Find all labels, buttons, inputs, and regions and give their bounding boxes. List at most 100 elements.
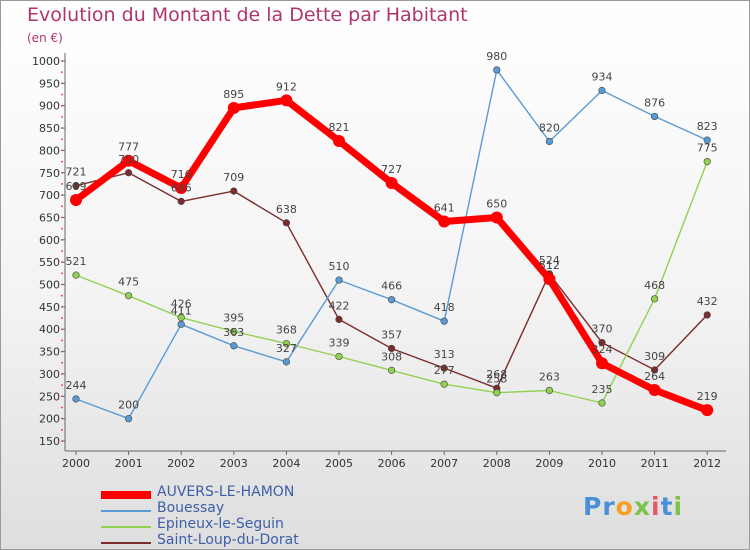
data-label: 313 (434, 348, 455, 361)
data-point (333, 135, 345, 148)
data-point (490, 211, 503, 224)
y-tick-label: 550 (39, 256, 60, 269)
data-label: 750 (118, 153, 139, 166)
chart-title: Evolution du Montant de la Dette par Hab… (27, 4, 468, 26)
data-label: 980 (486, 50, 507, 63)
data-label: 721 (66, 166, 87, 179)
data-point (388, 366, 396, 374)
data-point (122, 154, 135, 167)
data-label: 258 (486, 373, 507, 386)
y-tick-label: 250 (39, 390, 60, 403)
data-point (701, 404, 714, 417)
y-tick-label: 350 (39, 346, 60, 359)
data-label: 641 (434, 201, 455, 214)
data-label: 686 (171, 181, 192, 194)
data-label: 411 (171, 304, 192, 317)
legend-label: Bouessay (157, 500, 225, 516)
y-axis-minor-tick (61, 71, 63, 74)
data-label: 689 (66, 180, 87, 193)
data-label: 468 (644, 279, 665, 292)
data-label: 235 (592, 383, 613, 396)
x-tick-label: 2000 (62, 457, 90, 470)
data-label: 339 (329, 337, 350, 350)
data-label: 521 (66, 255, 87, 268)
data-label: 309 (644, 350, 665, 363)
legend-swatch (101, 542, 151, 544)
data-label: 524 (539, 254, 560, 267)
y-tick-label: 850 (39, 122, 60, 135)
data-point (703, 311, 711, 319)
data-label: 219 (697, 390, 718, 403)
proxiti-logo: Proxiti (583, 492, 684, 521)
data-point (177, 320, 185, 328)
x-tick-label: 2001 (115, 457, 143, 470)
x-tick-label: 2010 (588, 457, 616, 470)
y-tick-label: 750 (39, 167, 60, 180)
x-tick-label: 2003 (220, 457, 248, 470)
data-point (335, 352, 343, 361)
x-tick-label: 2011 (641, 457, 669, 470)
data-label: 510 (329, 260, 350, 273)
legend-swatch (101, 526, 151, 528)
y-axis-minor-tick (61, 272, 63, 275)
data-point (440, 380, 448, 388)
data-point (282, 219, 291, 227)
data-point (650, 112, 659, 121)
y-tick-label: 200 (39, 413, 60, 426)
data-point (335, 276, 343, 284)
data-point (388, 344, 396, 353)
legend-item: Epineux-le-Seguin (101, 516, 401, 533)
data-label: 363 (223, 326, 244, 339)
data-label: 308 (381, 350, 402, 363)
data-label: 823 (697, 120, 718, 133)
x-tick-label: 2009 (535, 457, 563, 470)
y-axis-minor-tick (61, 250, 63, 252)
legend-swatch (101, 510, 151, 512)
data-label: 368 (276, 324, 297, 337)
y-tick-label: 600 (39, 234, 60, 247)
y-tick-label: 650 (39, 211, 60, 224)
data-label: 895 (223, 88, 244, 101)
legend-label: Epineux-le-Seguin (157, 516, 284, 532)
y-axis-minor-tick (61, 160, 63, 163)
x-tick-label: 2006 (378, 457, 406, 470)
x-tick-label: 2008 (483, 457, 511, 470)
data-point (385, 177, 398, 190)
data-point (175, 181, 188, 194)
y-tick-label: 950 (39, 77, 60, 90)
y-axis-minor-tick (61, 294, 63, 297)
legend-item: AUVERS-LE-HAMON (101, 484, 401, 501)
data-point (230, 327, 238, 336)
y-axis-minor-tick (61, 428, 63, 431)
data-point (598, 86, 606, 95)
x-tick-label: 2004 (272, 457, 300, 470)
data-point (124, 415, 133, 423)
data-point (388, 296, 396, 304)
data-label: 821 (329, 121, 350, 134)
data-label: 418 (434, 301, 455, 314)
data-point (543, 273, 556, 286)
data-point (650, 366, 659, 374)
y-axis-minor-tick (61, 93, 63, 96)
data-label: 370 (592, 323, 613, 336)
data-label: 912 (276, 80, 297, 93)
data-label: 327 (276, 342, 297, 355)
legend-item: Saint-Loup-du-Dorat (101, 532, 401, 549)
data-point (703, 136, 711, 144)
data-point (72, 182, 80, 190)
data-label: 268 (486, 368, 507, 381)
data-point (124, 292, 133, 300)
data-point (230, 342, 238, 350)
y-tick-label: 300 (39, 368, 60, 381)
chart-subtitle: (en €) (27, 31, 63, 45)
data-point (335, 315, 343, 324)
data-label: 426 (171, 298, 192, 311)
y-axis-minor-tick (61, 205, 63, 208)
data-label: 324 (592, 343, 613, 356)
data-label: 934 (592, 71, 613, 84)
data-point (72, 395, 80, 403)
series-line (72, 96, 711, 414)
data-point (545, 137, 554, 146)
y-tick-label: 700 (39, 189, 60, 202)
